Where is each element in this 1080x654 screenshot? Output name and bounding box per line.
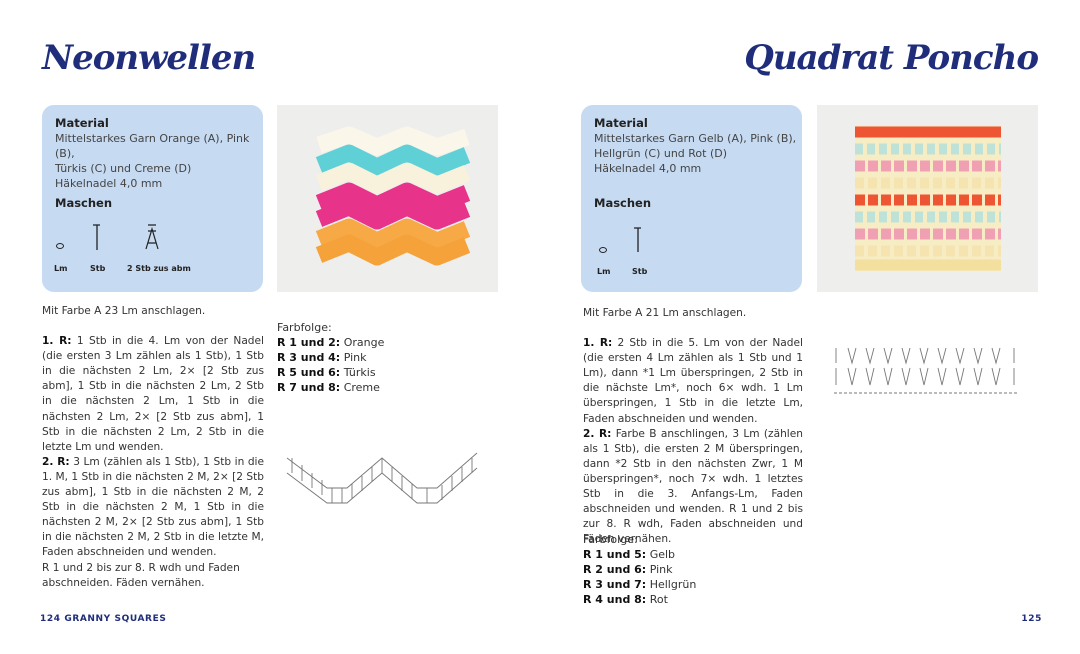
rows: R 3 und 7:	[583, 578, 647, 591]
item: R 7 und 8: Creme	[277, 380, 384, 395]
material-lines: Mittelstarkes Garn Orange (A), Pink (B),…	[55, 131, 263, 191]
row-label: 1. R:	[583, 337, 613, 350]
text: 3 Lm (zählen als 1 Stb), 1 Stb in die 1.…	[42, 455, 265, 559]
stitch-label: Lm	[597, 267, 611, 276]
item: R 5 und 6: Türkis	[277, 365, 384, 380]
text: Türkis (C) und Creme (D)	[55, 162, 192, 175]
item: R 2 und 6: Pink	[583, 562, 696, 577]
row-instruction: 1. R: 1 Stb in die 4. Lm von der Nadel (…	[42, 334, 264, 455]
text: Häkelnadel 4,0 mm	[55, 177, 163, 190]
running-head: GRANNY SQUARES	[64, 614, 167, 624]
stitch-label: Stb	[632, 267, 648, 276]
page-number: 124	[40, 614, 61, 624]
heading: Material	[594, 116, 648, 130]
text: 1 Stb in die 4. Lm von der Nadel (die er…	[42, 335, 264, 453]
text: Farbe B anschlingen, 3 Lm (zählen als 1 …	[583, 427, 803, 546]
color: Rot	[649, 593, 668, 606]
color: Türkis	[343, 366, 376, 379]
row-label: 1. R:	[42, 335, 72, 348]
rows: R 2 und 6:	[583, 563, 647, 576]
color-sequence: Farbfolge: R 1 und 2: Orange R 3 und 4: …	[277, 320, 384, 395]
text: Mit Farbe A 21 Lm anschlagen.	[583, 307, 747, 319]
rows: R 3 und 4:	[277, 351, 341, 364]
text: Mittelstarkes Garn Gelb (A), Pink (B),	[594, 132, 797, 145]
text: 2 Stb in die 5. Lm von der Nadel (die er…	[583, 337, 803, 425]
text: Mit Farbe A 23 Lm anschlagen.	[42, 305, 206, 317]
photo	[277, 105, 498, 292]
text: Häkelnadel 4,0 mm	[594, 162, 702, 175]
item: R 3 und 4: Pink	[277, 350, 384, 365]
rows: R 7 und 8:	[277, 381, 341, 394]
row-instruction: 2. R: 3 Lm (zählen als 1 Stb), 1 Stb in …	[42, 455, 264, 561]
stitch-label: Stb	[90, 264, 106, 273]
instructions: Mit Farbe A 21 Lm anschlagen. 1. R: 2 St…	[583, 306, 803, 547]
item: R 3 und 7: Hellgrün	[583, 577, 696, 592]
text: Mittelstarkes Garn Orange (A), Pink (B),	[55, 132, 250, 160]
row-label: 2. R:	[42, 455, 70, 468]
heading: Maschen	[55, 196, 113, 210]
title: Quadrat Poncho	[744, 38, 1039, 78]
text: R 1 und 2 bis zur 8. R wdh und Faden abs…	[42, 561, 240, 589]
heading: Material	[55, 116, 109, 130]
material-box: Material Mittelstarkes Garn Gelb (A), Pi…	[581, 105, 802, 292]
stitch-symbols	[599, 227, 641, 253]
row-instruction: 2. R: Farbe B anschlingen, 3 Lm (zählen …	[583, 427, 803, 548]
footer: 124 GRANNY SQUARES	[40, 614, 166, 624]
color-sequence: Farbfolge: R 1 und 5: Gelb R 2 und 6: Pi…	[583, 532, 696, 607]
row-label: 2. R:	[583, 427, 612, 440]
item: R 1 und 5: Gelb	[583, 547, 696, 562]
color: Gelb	[649, 548, 676, 561]
material-box: Material Mittelstarkes Garn Orange (A), …	[42, 105, 263, 292]
color: Creme	[343, 381, 380, 394]
item: R 4 und 8: Rot	[583, 592, 696, 607]
stitch-label: 2 Stb zus abm	[127, 264, 191, 273]
color: Orange	[343, 336, 385, 349]
material-lines: Mittelstarkes Garn Gelb (A), Pink (B), H…	[594, 131, 796, 176]
photo	[817, 105, 1038, 292]
heading: Farbfolge:	[583, 533, 638, 546]
rows: R 1 und 2:	[277, 336, 341, 349]
color: Hellgrün	[649, 578, 697, 591]
page-number: 125	[1021, 614, 1042, 624]
crochet-diagram	[286, 452, 478, 504]
rows: R 1 und 5:	[583, 548, 647, 561]
item: R 1 und 2: Orange	[277, 335, 384, 350]
row-instruction: 1. R: 2 Stb in die 5. Lm von der Nadel (…	[583, 336, 803, 427]
rows: R 4 und 8:	[583, 593, 647, 606]
color: Pink	[343, 351, 367, 364]
crochet-diagram	[834, 347, 1018, 394]
stitch-symbols	[56, 224, 159, 250]
title: Neonwellen	[42, 38, 256, 78]
heading: Farbfolge:	[277, 321, 332, 334]
rows: R 5 und 6:	[277, 366, 341, 379]
color: Pink	[649, 563, 673, 576]
text: Hellgrün (C) und Rot (D)	[594, 147, 728, 160]
heading: Maschen	[594, 196, 652, 210]
instructions: Mit Farbe A 23 Lm anschlagen. 1. R: 1 St…	[42, 304, 264, 591]
stitch-label: Lm	[54, 264, 68, 273]
